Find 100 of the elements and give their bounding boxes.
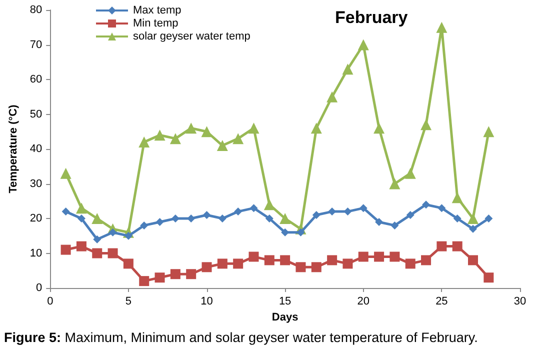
point: [483, 126, 494, 138]
point: [250, 204, 258, 212]
y-tick-label: 0: [36, 282, 42, 294]
chart-title: February: [335, 8, 408, 27]
point: [344, 208, 352, 216]
x-tick-label: 20: [357, 296, 370, 308]
point: [374, 122, 385, 134]
point: [468, 255, 478, 266]
point: [217, 258, 228, 269]
point: [375, 218, 384, 226]
y-tick-label: 60: [30, 74, 42, 86]
point: [422, 200, 430, 209]
x-tick-label: 25: [436, 296, 448, 308]
point: [62, 208, 70, 216]
point: [77, 214, 86, 222]
y-tick-label: 80: [30, 4, 42, 16]
point: [469, 224, 478, 233]
y-tick-label: 30: [30, 178, 42, 190]
y-tick-label: 40: [30, 143, 42, 155]
point: [452, 192, 463, 204]
point: [93, 235, 102, 244]
point: [374, 252, 384, 262]
point: [264, 255, 274, 266]
point: [187, 214, 196, 222]
point: [436, 22, 448, 33]
legend-label: solar geyser water temp: [133, 30, 250, 42]
x-axis-title: Days: [272, 311, 298, 324]
point: [186, 269, 196, 280]
point: [390, 252, 400, 262]
point: [389, 178, 400, 190]
point: [436, 241, 447, 252]
point: [405, 258, 416, 269]
point: [342, 64, 354, 75]
point: [201, 126, 212, 138]
legend-label: Max temp: [133, 4, 182, 16]
legend-label: Min temp: [133, 18, 178, 30]
point: [468, 213, 479, 224]
point: [186, 122, 197, 134]
point: [154, 272, 165, 283]
point: [202, 262, 212, 272]
point: [171, 214, 180, 222]
point: [233, 258, 244, 269]
point: [358, 252, 368, 262]
point: [139, 276, 150, 286]
point: [296, 228, 305, 236]
y-tick-label: 20: [30, 212, 42, 224]
point: [420, 119, 432, 130]
point: [234, 208, 242, 216]
point: [76, 202, 87, 214]
point: [156, 218, 164, 226]
point: [60, 168, 72, 179]
point: [421, 255, 432, 266]
caption: Figure 5: Maximum, Minimum and solar geyser water temperature of February.: [4, 330, 479, 345]
x-tick-label: 15: [278, 296, 292, 308]
point: [358, 39, 369, 50]
point: [310, 122, 322, 134]
point: [484, 272, 494, 283]
point: [296, 262, 306, 272]
y-tick-label: 10: [30, 247, 42, 260]
point: [280, 255, 290, 266]
point: [76, 241, 86, 252]
point: [216, 140, 228, 152]
y-tick-label: 70: [30, 38, 42, 51]
point: [248, 122, 260, 134]
x-tick-label: 30: [514, 296, 526, 308]
point: [406, 211, 414, 220]
point: [202, 211, 211, 220]
point: [311, 262, 322, 272]
point: [484, 214, 493, 222]
point: [452, 241, 462, 252]
point: [264, 199, 275, 210]
point: [170, 133, 181, 144]
y-tick-label: 50: [30, 108, 42, 120]
x-tick-label: 0: [47, 296, 54, 308]
point: [404, 168, 416, 179]
point: [326, 91, 338, 102]
point: [342, 258, 353, 269]
point: [92, 248, 102, 258]
point: [123, 258, 134, 269]
point: [312, 211, 320, 220]
point: [453, 214, 462, 222]
point: [138, 136, 150, 148]
point: [265, 214, 274, 222]
point: [124, 232, 132, 240]
point: [170, 269, 180, 280]
point: [60, 244, 71, 255]
x-tick-label: 10: [200, 296, 213, 308]
point: [108, 228, 117, 236]
point: [108, 248, 118, 258]
point: [438, 204, 446, 212]
point: [232, 133, 244, 144]
point: [327, 255, 338, 266]
point: [218, 214, 226, 222]
point: [248, 252, 259, 262]
y-axis-title: Temperature (°C): [8, 104, 20, 194]
point: [140, 221, 148, 230]
point: [280, 213, 291, 224]
point: [390, 221, 399, 230]
x-tick-label: 5: [125, 296, 132, 308]
point: [92, 213, 103, 224]
